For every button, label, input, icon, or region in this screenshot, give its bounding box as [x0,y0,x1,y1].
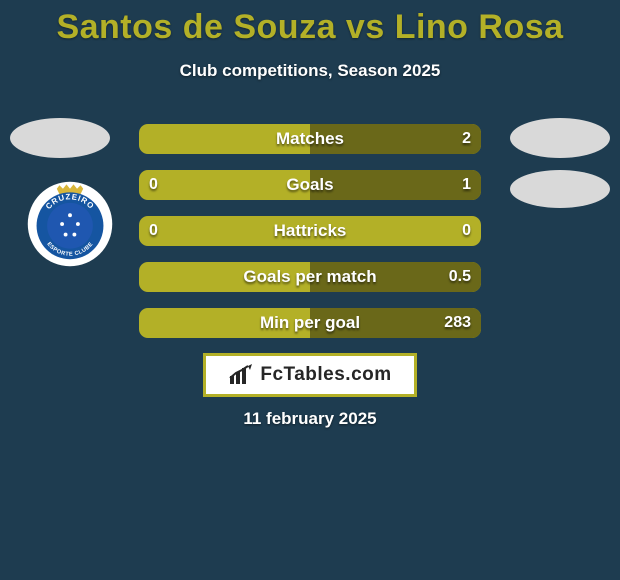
page-title: Santos de Souza vs Lino Rosa [0,0,620,47]
player2-club-placeholder [510,170,610,208]
stat-value-right: 0 [462,216,471,246]
stat-value-right: 2 [462,124,471,154]
stat-fill-right [310,170,481,200]
stat-value-right: 1 [462,170,471,200]
player1-photo-placeholder [10,118,110,158]
stat-label: Hattricks [274,221,347,241]
subtitle: Club competitions, Season 2025 [0,61,620,81]
stats-table: 2 Matches 0 1 Goals 0 0 Hattricks 0.5 Goals per m… [139,124,481,354]
stat-row: 0 1 Goals [139,170,481,200]
date-label: 11 february 2025 [0,409,620,429]
stat-value-right: 283 [444,308,471,338]
stat-label: Goals per match [243,267,376,287]
stat-value-left: 0 [149,216,158,246]
stat-label: Goals [286,175,333,195]
bar-chart-icon [228,364,254,386]
player2-photo-placeholder [510,118,610,158]
stat-value-right: 0.5 [449,262,471,292]
stat-row: 0.5 Goals per match [139,262,481,292]
logo-text: FcTables.com [260,364,391,386]
fctables-logo: FcTables.com [203,353,417,397]
stat-row: 0 0 Hattricks [139,216,481,246]
stat-value-left: 0 [149,170,158,200]
stat-label: Matches [276,129,344,149]
comparison-infographic: Santos de Souza vs Lino Rosa Club compet… [0,0,620,580]
stat-label: Min per goal [260,313,360,333]
player1-club-badge: CRUZEIRO ESPORTE CLUBE [26,180,114,268]
stat-row: 283 Min per goal [139,308,481,338]
stat-row: 2 Matches [139,124,481,154]
